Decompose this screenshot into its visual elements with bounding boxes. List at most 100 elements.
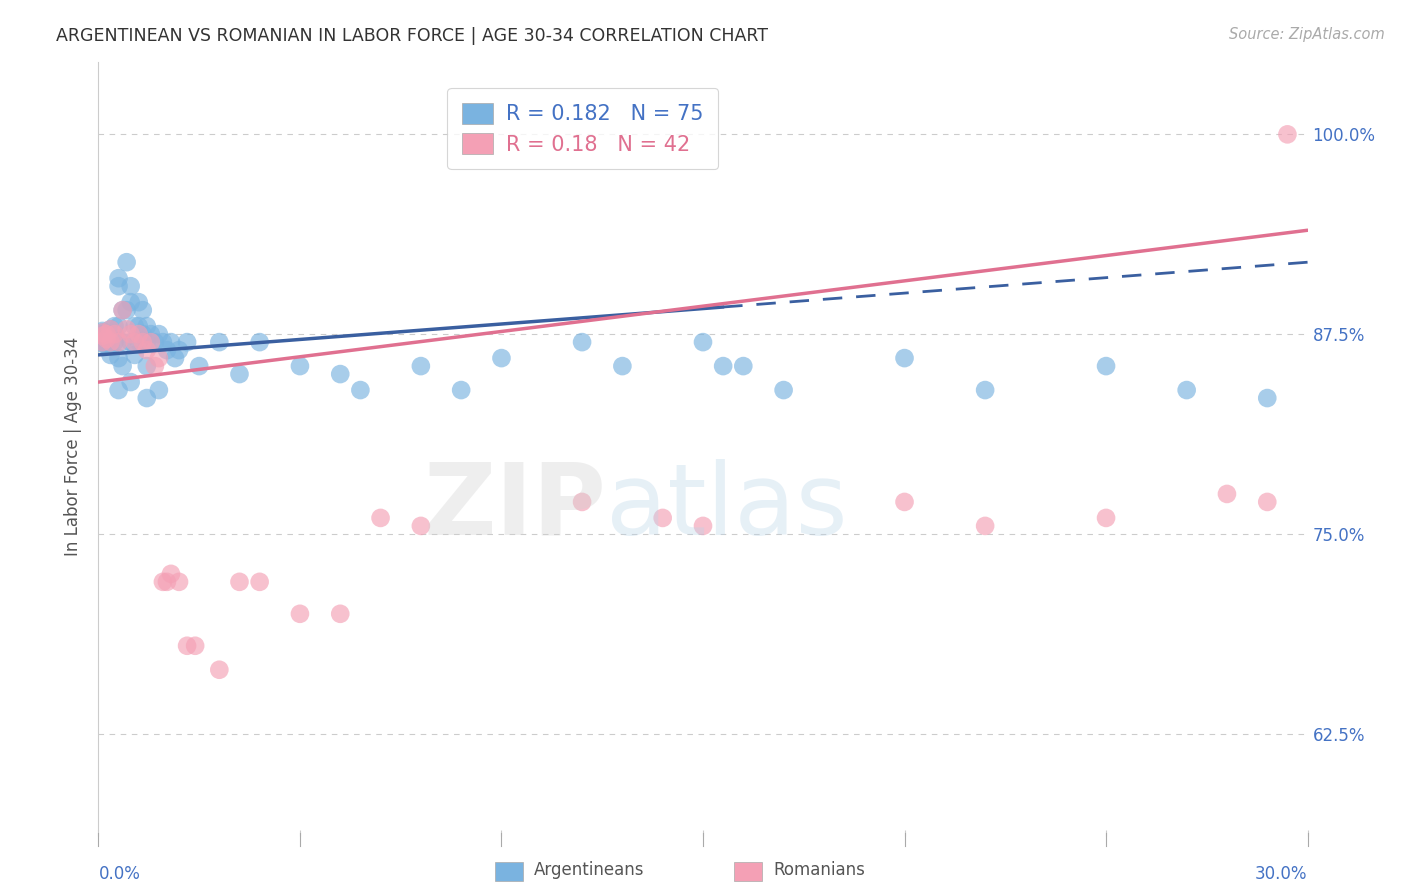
Point bbox=[96, 332, 118, 346]
Point bbox=[160, 566, 183, 581]
Point bbox=[571, 335, 593, 350]
Point bbox=[228, 367, 250, 381]
Point bbox=[103, 335, 125, 350]
Point bbox=[893, 495, 915, 509]
Y-axis label: In Labor Force | Age 30-34: In Labor Force | Age 30-34 bbox=[65, 336, 83, 556]
Point bbox=[91, 326, 114, 340]
Point bbox=[409, 519, 432, 533]
Point bbox=[96, 327, 118, 342]
Point bbox=[1277, 128, 1299, 142]
Point bbox=[160, 335, 183, 350]
Point bbox=[692, 519, 714, 533]
Point bbox=[107, 335, 129, 350]
Point bbox=[249, 574, 271, 589]
Text: Romanians: Romanians bbox=[773, 861, 865, 879]
Point bbox=[91, 328, 114, 343]
Point bbox=[128, 295, 150, 310]
Point bbox=[91, 328, 114, 343]
Point bbox=[135, 319, 157, 334]
Point bbox=[370, 511, 392, 525]
Point bbox=[772, 383, 794, 397]
Point bbox=[208, 663, 231, 677]
Point bbox=[692, 335, 714, 350]
Point bbox=[143, 359, 166, 373]
Legend: R = 0.182   N = 75, R = 0.18   N = 42: R = 0.182 N = 75, R = 0.18 N = 42 bbox=[447, 88, 718, 169]
Point bbox=[107, 351, 129, 365]
Text: 30.0%: 30.0% bbox=[1256, 864, 1308, 883]
Point bbox=[115, 255, 138, 269]
Text: Argentineans: Argentineans bbox=[534, 861, 645, 879]
Point bbox=[91, 335, 114, 350]
Point bbox=[120, 375, 142, 389]
Text: ZIP: ZIP bbox=[423, 458, 606, 556]
Point bbox=[135, 335, 157, 350]
Point bbox=[733, 359, 755, 373]
Point bbox=[120, 279, 142, 293]
Point bbox=[100, 327, 122, 342]
Point bbox=[91, 336, 114, 351]
Point bbox=[100, 322, 122, 336]
Point bbox=[349, 383, 371, 397]
Point bbox=[893, 351, 915, 365]
Point bbox=[103, 319, 125, 334]
Point bbox=[91, 334, 114, 348]
Text: 0.0%: 0.0% bbox=[98, 864, 141, 883]
Point bbox=[111, 303, 134, 318]
Point bbox=[111, 303, 134, 318]
Point bbox=[491, 351, 513, 365]
Point bbox=[152, 574, 174, 589]
Point bbox=[329, 367, 352, 381]
Point bbox=[96, 335, 118, 350]
Point bbox=[139, 335, 162, 350]
Point bbox=[100, 322, 122, 336]
Point bbox=[711, 359, 734, 373]
Point bbox=[107, 319, 129, 334]
Point bbox=[1216, 487, 1239, 501]
Point bbox=[974, 519, 997, 533]
Point bbox=[124, 348, 146, 362]
Point bbox=[148, 327, 170, 342]
Text: ARGENTINEAN VS ROMANIAN IN LABOR FORCE | AGE 30-34 CORRELATION CHART: ARGENTINEAN VS ROMANIAN IN LABOR FORCE |… bbox=[56, 27, 768, 45]
Point bbox=[143, 335, 166, 350]
Point bbox=[91, 326, 114, 340]
Point bbox=[115, 322, 138, 336]
Point bbox=[148, 351, 170, 365]
Point bbox=[124, 335, 146, 350]
Point bbox=[91, 327, 114, 342]
Point bbox=[1256, 391, 1278, 405]
Point bbox=[651, 511, 673, 525]
Point bbox=[612, 359, 634, 373]
Point bbox=[450, 383, 472, 397]
Point bbox=[167, 343, 190, 357]
Point bbox=[100, 335, 122, 350]
Point bbox=[184, 639, 207, 653]
Point bbox=[107, 279, 129, 293]
Point bbox=[156, 343, 179, 357]
Point bbox=[288, 607, 311, 621]
Point bbox=[1175, 383, 1198, 397]
Point bbox=[135, 343, 157, 357]
Point bbox=[208, 335, 231, 350]
Point bbox=[152, 335, 174, 350]
Point bbox=[135, 391, 157, 405]
Point bbox=[103, 327, 125, 342]
Point bbox=[128, 319, 150, 334]
Point bbox=[120, 335, 142, 350]
Point bbox=[111, 335, 134, 350]
Text: Source: ZipAtlas.com: Source: ZipAtlas.com bbox=[1229, 27, 1385, 42]
Point bbox=[167, 574, 190, 589]
Point bbox=[96, 332, 118, 346]
Point bbox=[115, 303, 138, 318]
Point bbox=[1095, 511, 1118, 525]
Point bbox=[96, 327, 118, 342]
Point bbox=[111, 359, 134, 373]
Point bbox=[974, 383, 997, 397]
Text: atlas: atlas bbox=[606, 458, 848, 556]
Point bbox=[132, 335, 155, 350]
Point bbox=[128, 327, 150, 342]
Point bbox=[176, 639, 198, 653]
Point bbox=[100, 338, 122, 352]
Point bbox=[163, 351, 186, 365]
Point bbox=[132, 303, 155, 318]
Point bbox=[156, 574, 179, 589]
